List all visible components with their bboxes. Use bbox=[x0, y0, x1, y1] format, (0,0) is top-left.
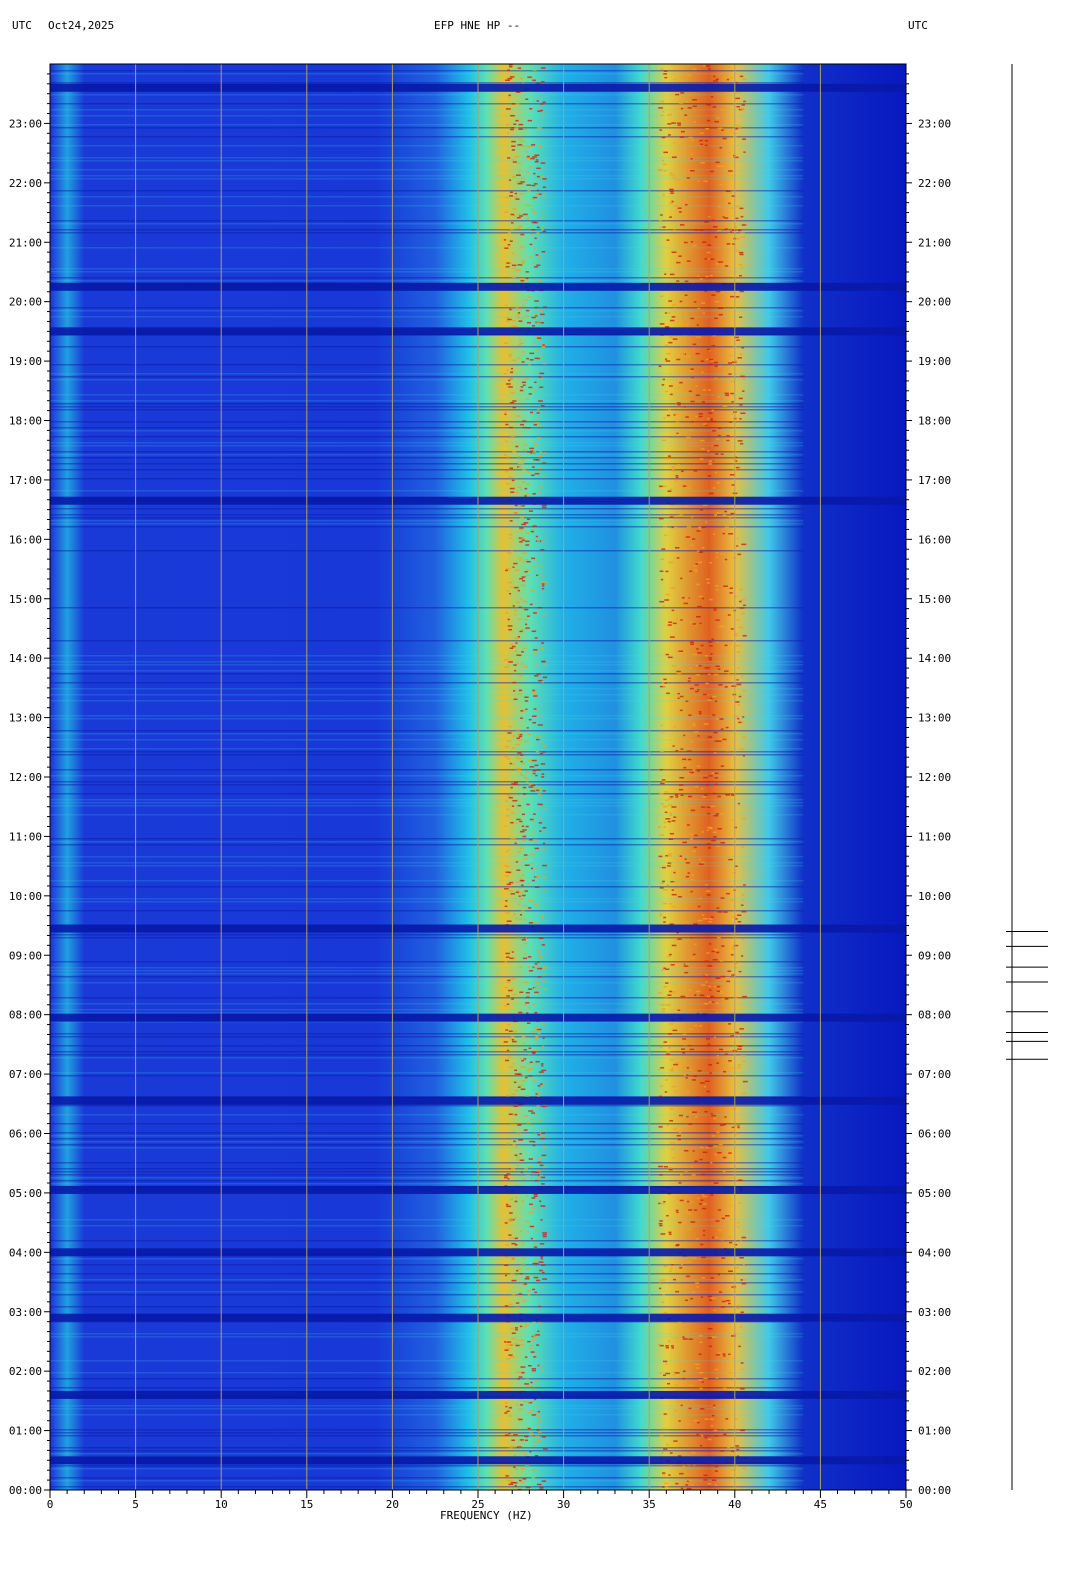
y-tick-label-left-8: 08:00 bbox=[9, 1009, 42, 1022]
y-tick-label-left-17: 17:00 bbox=[9, 474, 42, 487]
y-tick-label-left-1: 01:00 bbox=[9, 1425, 42, 1438]
y-tick-label-left-22: 22:00 bbox=[9, 177, 42, 190]
y-tick-label-left-14: 14:00 bbox=[9, 652, 42, 665]
y-tick-label-right-9: 09:00 bbox=[918, 949, 951, 962]
y-tick-label-left-15: 15:00 bbox=[9, 593, 42, 606]
x-tick-label-40: 40 bbox=[728, 1498, 741, 1511]
chart-title: EFP HNE HP -- bbox=[434, 19, 521, 32]
y-tick-label-left-9: 09:00 bbox=[9, 949, 42, 962]
y-tick-label-right-14: 14:00 bbox=[918, 652, 951, 665]
y-tick-label-right-8: 08:00 bbox=[918, 1009, 951, 1022]
y-tick-label-left-10: 10:00 bbox=[9, 890, 42, 903]
y-tick-label-right-2: 02:00 bbox=[918, 1365, 951, 1378]
y-tick-label-left-6: 06:00 bbox=[9, 1128, 42, 1141]
y-tick-label-left-2: 02:00 bbox=[9, 1365, 42, 1378]
x-tick-label-5: 5 bbox=[132, 1498, 139, 1511]
x-tick-label-15: 15 bbox=[300, 1498, 313, 1511]
y-tick-label-right-1: 01:00 bbox=[918, 1425, 951, 1438]
spectrogram-plot bbox=[50, 64, 906, 1490]
y-tick-label-right-12: 12:00 bbox=[918, 771, 951, 784]
x-tick-label-45: 45 bbox=[814, 1498, 827, 1511]
y-tick-label-left-12: 12:00 bbox=[9, 771, 42, 784]
y-tick-label-right-5: 05:00 bbox=[918, 1187, 951, 1200]
y-tick-label-left-0: 00:00 bbox=[9, 1484, 42, 1497]
y-tick-label-right-21: 21:00 bbox=[918, 236, 951, 249]
y-tick-label-left-18: 18:00 bbox=[9, 415, 42, 428]
y-tick-label-right-20: 20:00 bbox=[918, 296, 951, 309]
y-tick-label-right-16: 16:00 bbox=[918, 533, 951, 546]
header-utc-right: UTC bbox=[908, 19, 928, 32]
plot-frame bbox=[49, 63, 907, 1491]
header-date: Oct24,2025 bbox=[48, 19, 115, 32]
y-tick-label-left-13: 13:00 bbox=[9, 712, 42, 725]
y-tick-label-left-3: 03:00 bbox=[9, 1306, 42, 1319]
y-tick-label-right-15: 15:00 bbox=[918, 593, 951, 606]
x-tick-label-25: 25 bbox=[471, 1498, 484, 1511]
y-tick-label-right-0: 00:00 bbox=[918, 1484, 951, 1497]
y-tick-label-right-13: 13:00 bbox=[918, 712, 951, 725]
y-tick-label-left-23: 23:00 bbox=[9, 117, 42, 130]
x-tick-label-10: 10 bbox=[215, 1498, 228, 1511]
x-tick-label-35: 35 bbox=[643, 1498, 656, 1511]
y-tick-label-left-11: 11:00 bbox=[9, 830, 42, 843]
y-tick-label-right-17: 17:00 bbox=[918, 474, 951, 487]
y-tick-label-right-18: 18:00 bbox=[918, 415, 951, 428]
energy-speckle bbox=[503, 64, 748, 1490]
y-tick-label-right-7: 07:00 bbox=[918, 1068, 951, 1081]
y-tick-label-left-4: 04:00 bbox=[9, 1246, 42, 1259]
x-tick-label-20: 20 bbox=[386, 1498, 399, 1511]
x-axis-label: FREQUENCY (HZ) bbox=[440, 1509, 533, 1522]
spectrogram-texture bbox=[50, 70, 804, 1488]
y-tick-label-left-5: 05:00 bbox=[9, 1187, 42, 1200]
y-tick-label-right-6: 06:00 bbox=[918, 1128, 951, 1141]
x-tick-label-50: 50 bbox=[899, 1498, 912, 1511]
y-tick-label-right-3: 03:00 bbox=[918, 1306, 951, 1319]
y-tick-label-right-22: 22:00 bbox=[918, 177, 951, 190]
y-tick-label-right-23: 23:00 bbox=[918, 117, 951, 130]
y-tick-label-right-11: 11:00 bbox=[918, 830, 951, 843]
y-tick-label-left-21: 21:00 bbox=[9, 236, 42, 249]
y-tick-label-left-16: 16:00 bbox=[9, 533, 42, 546]
y-tick-label-right-4: 04:00 bbox=[918, 1246, 951, 1259]
y-tick-label-left-7: 07:00 bbox=[9, 1068, 42, 1081]
y-tick-label-right-10: 10:00 bbox=[918, 890, 951, 903]
y-tick-label-right-19: 19:00 bbox=[918, 355, 951, 368]
x-tick-label-30: 30 bbox=[557, 1498, 570, 1511]
x-tick-label-0: 0 bbox=[47, 1498, 54, 1511]
spectrogram-bands bbox=[50, 64, 906, 1490]
y-tick-label-left-20: 20:00 bbox=[9, 296, 42, 309]
y-tick-label-left-19: 19:00 bbox=[9, 355, 42, 368]
header-utc-left: UTC bbox=[12, 19, 32, 32]
